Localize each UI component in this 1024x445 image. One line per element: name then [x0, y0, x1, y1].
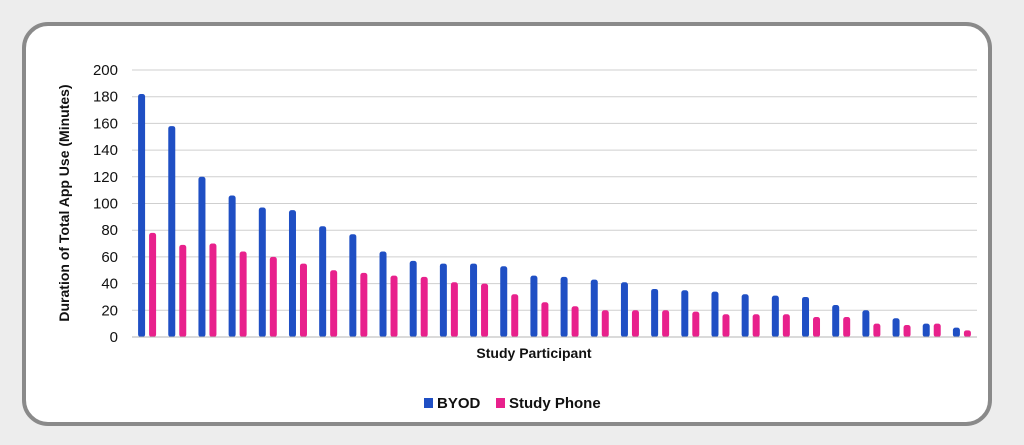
bar-byod	[892, 318, 900, 337]
bar-study-phone	[933, 323, 941, 337]
bar-byod	[862, 310, 870, 337]
bar-byod	[409, 260, 417, 337]
bar-study-phone	[511, 294, 519, 337]
bar-byod	[590, 279, 598, 337]
bar-study-phone	[360, 272, 368, 337]
bar-study-phone	[299, 263, 307, 337]
bar-study-phone	[239, 251, 247, 337]
x-axis-title: Study Participant	[476, 345, 591, 361]
bar-study-phone	[843, 316, 851, 337]
bar-byod	[651, 288, 659, 337]
bar-study-phone	[963, 330, 971, 337]
bar-byod	[802, 296, 810, 337]
bar-byod	[228, 195, 236, 337]
bar-byod	[681, 290, 689, 337]
y-tick-label: 20	[101, 302, 118, 319]
bar-study-phone	[601, 310, 609, 337]
bar-byod	[952, 327, 960, 337]
bar-byod	[379, 251, 387, 337]
grid-lines	[132, 69, 977, 338]
bar-byod	[138, 94, 146, 337]
bar-byod	[349, 234, 357, 337]
legend-label-study-phone: Study Phone	[509, 395, 601, 412]
bar-study-phone	[631, 310, 639, 337]
bar-byod	[258, 207, 266, 337]
bar-study-phone	[481, 283, 489, 337]
y-axis-title: Duration of Total App Use (Minutes)	[56, 84, 72, 321]
bar-byod	[832, 304, 840, 337]
y-tick-label: 40	[101, 276, 118, 293]
y-tick-label: 180	[93, 89, 118, 106]
chart-frame	[22, 22, 992, 426]
bar-study-phone	[390, 275, 398, 337]
bar-study-phone	[149, 232, 157, 337]
y-tick-label: 100	[93, 196, 118, 213]
bar-study-phone	[209, 243, 217, 337]
bar-study-phone	[722, 314, 730, 337]
bar-study-phone	[420, 276, 428, 337]
y-tick-label: 120	[93, 169, 118, 186]
legend-label-byod: BYOD	[437, 395, 481, 412]
y-tick-label: 0	[110, 329, 118, 346]
bar-byod	[741, 294, 749, 337]
bar-study-phone	[782, 314, 790, 337]
bar-byod	[288, 210, 296, 337]
legend-swatch-byod	[424, 398, 433, 408]
bar-study-phone	[330, 270, 338, 337]
y-tick-label: 60	[101, 249, 118, 266]
bar-byod	[470, 263, 478, 337]
y-tick-label: 140	[93, 142, 118, 159]
legend: BYOD Study Phone	[424, 395, 601, 412]
bar-study-phone	[662, 310, 670, 337]
bar-study-phone	[873, 323, 881, 337]
bar-study-phone	[813, 316, 821, 337]
bar-byod	[439, 263, 447, 337]
bar-byod	[319, 226, 327, 337]
legend-swatch-study-phone	[496, 398, 505, 408]
bar-study-phone	[752, 314, 760, 337]
y-tick-label: 80	[101, 222, 118, 239]
bar-byod	[500, 266, 508, 337]
y-tick-label: 160	[93, 115, 118, 132]
bar-byod	[168, 126, 176, 337]
bar-study-phone	[903, 324, 911, 337]
bar-study-phone	[179, 244, 187, 337]
bar-study-phone	[450, 282, 458, 337]
bar-study-phone	[571, 306, 579, 337]
bar-study-phone	[692, 311, 700, 337]
bars	[138, 94, 971, 337]
bar-study-phone	[269, 256, 277, 337]
bar-byod	[620, 282, 628, 337]
y-axis-ticks: 0 20 40 60 80 100 120 140 160 180 200	[93, 62, 118, 346]
bar-byod	[560, 276, 568, 337]
bar-byod	[198, 176, 206, 337]
bar-byod	[711, 291, 719, 337]
bar-byod	[771, 295, 779, 337]
bar-byod	[922, 323, 930, 337]
bar-study-phone	[541, 302, 549, 337]
y-tick-label: 200	[93, 62, 118, 79]
bar-byod	[530, 275, 538, 337]
